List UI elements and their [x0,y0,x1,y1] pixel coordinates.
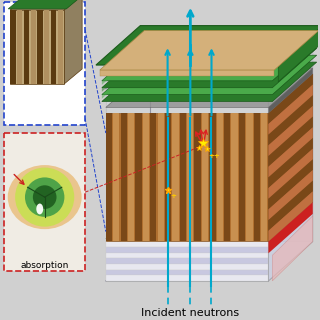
Polygon shape [272,216,313,281]
Polygon shape [102,55,146,99]
Polygon shape [51,10,56,84]
Polygon shape [37,10,43,84]
Polygon shape [224,113,230,242]
Polygon shape [64,0,82,84]
Polygon shape [102,41,146,85]
Polygon shape [106,113,268,242]
Polygon shape [150,113,156,242]
Polygon shape [106,89,268,281]
Polygon shape [261,113,267,242]
Polygon shape [268,49,313,281]
Polygon shape [106,258,268,264]
Ellipse shape [36,204,43,214]
Polygon shape [121,113,127,242]
Polygon shape [96,26,320,65]
Polygon shape [106,49,313,89]
Polygon shape [268,181,313,231]
Text: ++: ++ [208,153,220,159]
Polygon shape [10,0,82,10]
Polygon shape [44,10,50,84]
Polygon shape [58,10,63,84]
Polygon shape [202,113,208,242]
Polygon shape [268,95,313,145]
Polygon shape [268,127,313,177]
Polygon shape [278,26,320,82]
FancyBboxPatch shape [4,2,85,125]
Polygon shape [106,247,268,253]
Polygon shape [268,191,313,242]
Polygon shape [106,275,268,281]
Polygon shape [268,202,313,281]
Polygon shape [113,113,119,242]
Circle shape [33,185,57,209]
Polygon shape [231,113,238,242]
Polygon shape [268,149,313,199]
Polygon shape [180,113,186,242]
Polygon shape [106,202,313,242]
Polygon shape [268,68,313,113]
Polygon shape [172,113,179,242]
Polygon shape [102,41,317,81]
Polygon shape [102,48,317,88]
Polygon shape [268,116,313,167]
Polygon shape [268,74,313,242]
Polygon shape [106,68,313,108]
Polygon shape [239,113,245,242]
Polygon shape [10,10,16,84]
FancyBboxPatch shape [4,133,85,271]
Polygon shape [209,113,216,242]
Text: Incident neutrons: Incident neutrons [141,308,239,318]
Polygon shape [268,202,313,253]
Polygon shape [106,264,268,270]
Polygon shape [24,10,29,84]
Polygon shape [217,113,223,242]
Polygon shape [268,170,313,220]
Polygon shape [106,113,112,242]
Polygon shape [157,113,164,242]
Polygon shape [268,74,313,124]
Polygon shape [106,242,268,247]
Polygon shape [254,113,260,242]
Polygon shape [268,106,313,156]
Polygon shape [10,10,64,84]
Polygon shape [268,159,313,209]
Polygon shape [268,138,313,188]
Polygon shape [30,10,36,84]
Polygon shape [135,113,142,242]
Polygon shape [102,55,317,95]
Polygon shape [128,113,134,242]
Polygon shape [100,30,319,70]
Polygon shape [268,84,313,135]
Polygon shape [100,70,274,76]
Ellipse shape [8,165,82,229]
Polygon shape [106,242,268,281]
Polygon shape [187,113,193,242]
Polygon shape [106,199,313,238]
Polygon shape [8,0,84,9]
Polygon shape [165,113,171,242]
Circle shape [25,177,64,217]
Polygon shape [106,242,313,281]
Circle shape [15,168,74,227]
Polygon shape [246,113,252,242]
Polygon shape [102,62,317,101]
Text: absorption: absorption [20,261,69,270]
Polygon shape [17,10,22,84]
Polygon shape [106,270,268,275]
Polygon shape [102,48,146,92]
Text: +: + [171,193,176,199]
Polygon shape [195,113,201,242]
Polygon shape [106,253,268,258]
Polygon shape [143,113,149,242]
